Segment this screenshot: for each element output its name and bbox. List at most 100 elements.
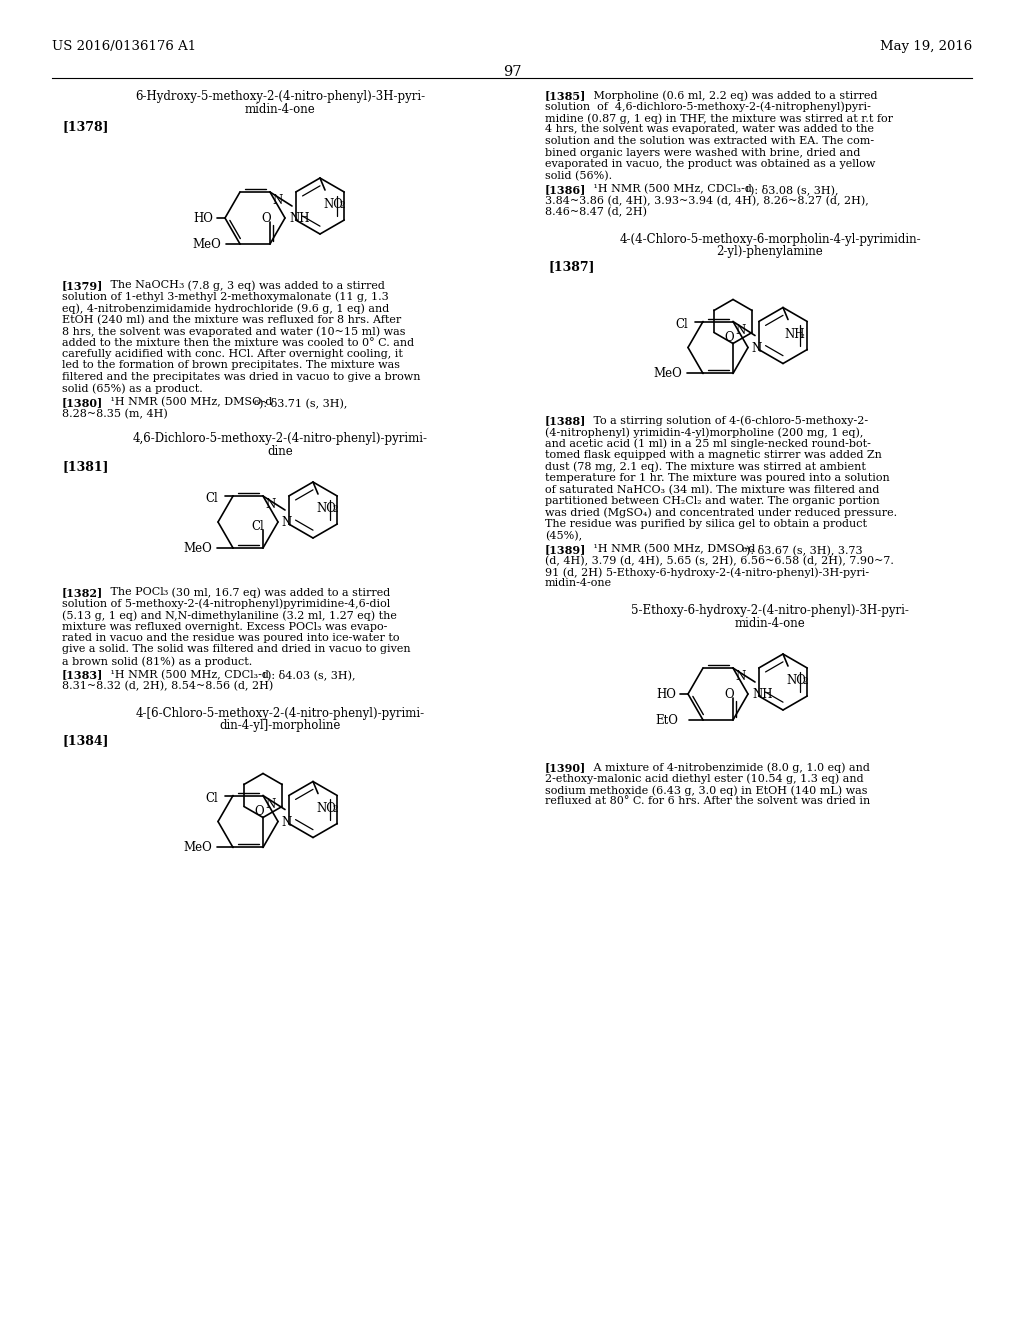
Text: Morpholine (0.6 ml, 2.2 eq) was added to a stirred: Morpholine (0.6 ml, 2.2 eq) was added to… — [583, 90, 878, 100]
Text: (d, 4H), 3.79 (d, 4H), 5.65 (s, 2H), 6.56~6.58 (d, 2H), 7.90~7.: (d, 4H), 3.79 (d, 4H), 5.65 (s, 2H), 6.5… — [545, 556, 894, 566]
Text: N: N — [735, 323, 745, 337]
Text: [1379]: [1379] — [62, 280, 103, 290]
Text: [1385]: [1385] — [545, 90, 587, 102]
Text: 3.84~3.86 (d, 4H), 3.93~3.94 (d, 4H), 8.26~8.27 (d, 2H),: 3.84~3.86 (d, 4H), 3.93~3.94 (d, 4H), 8.… — [545, 195, 868, 206]
Text: [1382]: [1382] — [62, 587, 103, 598]
Text: ¹H NMR (500 MHz, CDCl₃-d: ¹H NMR (500 MHz, CDCl₃-d — [583, 183, 752, 194]
Text: 2: 2 — [332, 804, 338, 813]
Text: 6-Hydroxy-5-methoxy-2-(4-nitro-phenyl)-3H-pyri-: 6-Hydroxy-5-methoxy-2-(4-nitro-phenyl)-3… — [135, 90, 425, 103]
Text: MeO: MeO — [193, 238, 221, 251]
Text: and acetic acid (1 ml) in a 25 ml single-necked round-bot-: and acetic acid (1 ml) in a 25 ml single… — [545, 438, 870, 449]
Text: sodium methoxide (6.43 g, 3.0 eq) in EtOH (140 mL) was: sodium methoxide (6.43 g, 3.0 eq) in EtO… — [545, 785, 867, 796]
Text: The residue was purified by silica gel to obtain a product: The residue was purified by silica gel t… — [545, 519, 867, 529]
Text: temperature for 1 hr. The mixture was poured into a solution: temperature for 1 hr. The mixture was po… — [545, 473, 890, 483]
Text: The POCl: The POCl — [100, 587, 164, 597]
Text: NH: NH — [752, 688, 772, 701]
Text: Cl: Cl — [252, 520, 264, 533]
Text: refluxed at 80° C. for 6 hrs. After the solvent was dried in: refluxed at 80° C. for 6 hrs. After the … — [545, 796, 870, 807]
Text: NH: NH — [289, 213, 309, 224]
Text: NO: NO — [316, 502, 336, 515]
Text: NO: NO — [323, 198, 343, 211]
Text: [1390]: [1390] — [545, 762, 587, 774]
Text: ₂: ₂ — [801, 330, 805, 339]
Text: dine: dine — [267, 445, 293, 458]
Text: MeO: MeO — [183, 543, 212, 554]
Text: 5-Ethoxy-6-hydroxy-2-(4-nitro-phenyl)-3H-pyri-: 5-Ethoxy-6-hydroxy-2-(4-nitro-phenyl)-3H… — [631, 605, 909, 616]
Text: ¹H NMR (500 MHz, DMSO-d: ¹H NMR (500 MHz, DMSO-d — [583, 544, 756, 554]
Text: (4-nitrophenyl) yrimidin-4-yl)morpholine (200 mg, 1 eq),: (4-nitrophenyl) yrimidin-4-yl)morpholine… — [545, 426, 863, 437]
Text: midin-4-one: midin-4-one — [545, 578, 612, 589]
Text: [1380]: [1380] — [62, 397, 103, 408]
Text: The NaOCH: The NaOCH — [100, 280, 179, 290]
Text: [1389]: [1389] — [545, 544, 587, 554]
Text: partitioned between CH₂Cl₂ and water. The organic portion: partitioned between CH₂Cl₂ and water. Th… — [545, 496, 880, 506]
Text: solution  of  4,6-dichloro-5-methoxy-2-(4-nitrophenyl)pyri-: solution of 4,6-dichloro-5-methoxy-2-(4-… — [545, 102, 870, 112]
Text: solution and the solution was extracted with EA. The com-: solution and the solution was extracted … — [545, 136, 874, 147]
Text: N: N — [272, 194, 283, 207]
Text: bined organic layers were washed with brine, dried and: bined organic layers were washed with br… — [545, 148, 860, 157]
Text: 4-[6-Chloro-5-methoxy-2-(4-nitro-phenyl)-pyrimi-: 4-[6-Chloro-5-methoxy-2-(4-nitro-phenyl)… — [135, 706, 425, 719]
Text: 6: 6 — [741, 546, 746, 554]
Text: N: N — [281, 816, 291, 829]
Text: O: O — [724, 688, 734, 701]
Text: A mixture of 4-nitrobenzimide (8.0 g, 1.0 eq) and: A mixture of 4-nitrobenzimide (8.0 g, 1.… — [583, 762, 869, 772]
Text: Cl: Cl — [675, 318, 688, 330]
Text: MeO: MeO — [183, 841, 212, 854]
Text: mixture was refluxed overnight. Excess POCl₃ was evapo-: mixture was refluxed overnight. Excess P… — [62, 622, 387, 631]
Text: [1378]: [1378] — [62, 120, 109, 133]
Text: HO: HO — [193, 213, 213, 224]
Text: May 19, 2016: May 19, 2016 — [880, 40, 972, 53]
Text: [1388]: [1388] — [545, 416, 587, 426]
Text: (7.8 g, 3 eq) was added to a stirred: (7.8 g, 3 eq) was added to a stirred — [184, 280, 385, 290]
Text: solid (56%).: solid (56%). — [545, 170, 612, 181]
Text: [1383]: [1383] — [62, 669, 103, 681]
Text: dust (78 mg, 2.1 eq). The mixture was stirred at ambient: dust (78 mg, 2.1 eq). The mixture was st… — [545, 462, 866, 473]
Text: 2: 2 — [339, 201, 345, 210]
Text: a brown solid (81%) as a product.: a brown solid (81%) as a product. — [62, 656, 252, 667]
Text: (45%),: (45%), — [545, 531, 582, 541]
Text: 8.28~8.35 (m, 4H): 8.28~8.35 (m, 4H) — [62, 408, 168, 418]
Text: rated in vacuo and the residue was poured into ice-water to: rated in vacuo and the residue was poure… — [62, 634, 399, 643]
Text: ): δ3.67 (s, 3H), 3.73: ): δ3.67 (s, 3H), 3.73 — [746, 544, 862, 554]
Text: O: O — [254, 805, 264, 818]
Text: O: O — [261, 213, 270, 224]
Text: 2-yl)-phenylamine: 2-yl)-phenylamine — [717, 246, 823, 259]
Text: (30 ml, 16.7 eq) was added to a stirred: (30 ml, 16.7 eq) was added to a stirred — [168, 587, 390, 598]
Text: midin-4-one: midin-4-one — [245, 103, 315, 116]
Text: din-4-yl]-morpholine: din-4-yl]-morpholine — [219, 719, 341, 733]
Text: (5.13 g, 1 eq) and N,N-dimethylaniline (3.2 ml, 1.27 eq) the: (5.13 g, 1 eq) and N,N-dimethylaniline (… — [62, 610, 397, 620]
Text: 2: 2 — [802, 677, 808, 686]
Text: Cl: Cl — [205, 492, 218, 506]
Text: N: N — [265, 498, 275, 511]
Text: evaporated in vacuo, the product was obtained as a yellow: evaporated in vacuo, the product was obt… — [545, 158, 876, 169]
Text: 91 (d, 2H) 5-Ethoxy-6-hydroxy-2-(4-nitro-phenyl)-3H-pyri-: 91 (d, 2H) 5-Ethoxy-6-hydroxy-2-(4-nitro… — [545, 568, 869, 578]
Text: 8.31~8.32 (d, 2H), 8.54~8.56 (d, 2H): 8.31~8.32 (d, 2H), 8.54~8.56 (d, 2H) — [62, 681, 273, 692]
Text: midin-4-one: midin-4-one — [734, 616, 805, 630]
Text: ): δ4.03 (s, 3H),: ): δ4.03 (s, 3H), — [267, 669, 355, 680]
Text: To a stirring solution of 4-(6-chloro-5-methoxy-2-: To a stirring solution of 4-(6-chloro-5-… — [583, 416, 868, 426]
Text: N: N — [751, 342, 761, 355]
Text: 2: 2 — [332, 506, 338, 513]
Text: 4,6-Dichloro-5-methoxy-2-(4-nitro-phenyl)-pyrimi-: 4,6-Dichloro-5-methoxy-2-(4-nitro-phenyl… — [132, 432, 427, 445]
Text: 4-(4-Chloro-5-methoxy-6-morpholin-4-yl-pyrimidin-: 4-(4-Chloro-5-methoxy-6-morpholin-4-yl-p… — [620, 232, 921, 246]
Text: 8.46~8.47 (d, 2H): 8.46~8.47 (d, 2H) — [545, 207, 647, 218]
Text: NO: NO — [316, 801, 336, 814]
Text: ): δ3.08 (s, 3H),: ): δ3.08 (s, 3H), — [750, 183, 839, 195]
Text: solution of 5-methoxy-2-(4-nitrophenyl)pyrimidine-4,6-diol: solution of 5-methoxy-2-(4-nitrophenyl)p… — [62, 598, 390, 609]
Text: US 2016/0136176 A1: US 2016/0136176 A1 — [52, 40, 197, 53]
Text: 3: 3 — [178, 282, 183, 290]
Text: N: N — [735, 671, 745, 682]
Text: 2-ethoxy-malonic acid diethyl ester (10.54 g, 1.3 eq) and: 2-ethoxy-malonic acid diethyl ester (10.… — [545, 774, 863, 784]
Text: give a solid. The solid was filtered and dried in vacuo to given: give a solid. The solid was filtered and… — [62, 644, 411, 655]
Text: HO: HO — [656, 688, 676, 701]
Text: ¹H NMR (500 MHz, CDCl₃-d: ¹H NMR (500 MHz, CDCl₃-d — [100, 669, 269, 680]
Text: N: N — [265, 797, 275, 810]
Text: ): δ3.71 (s, 3H),: ): δ3.71 (s, 3H), — [259, 397, 347, 408]
Text: 4 hrs, the solvent was evaporated, water was added to the: 4 hrs, the solvent was evaporated, water… — [545, 124, 874, 135]
Text: [1381]: [1381] — [62, 459, 109, 473]
Text: [1384]: [1384] — [62, 734, 109, 747]
Text: EtOH (240 ml) and the mixture was refluxed for 8 hrs. After: EtOH (240 ml) and the mixture was reflux… — [62, 314, 401, 325]
Text: carefully acidified with conc. HCl. After overnight cooling, it: carefully acidified with conc. HCl. Afte… — [62, 348, 402, 359]
Text: MeO: MeO — [653, 367, 682, 380]
Text: of saturated NaHCO₃ (34 ml). The mixture was filtered and: of saturated NaHCO₃ (34 ml). The mixture… — [545, 484, 880, 495]
